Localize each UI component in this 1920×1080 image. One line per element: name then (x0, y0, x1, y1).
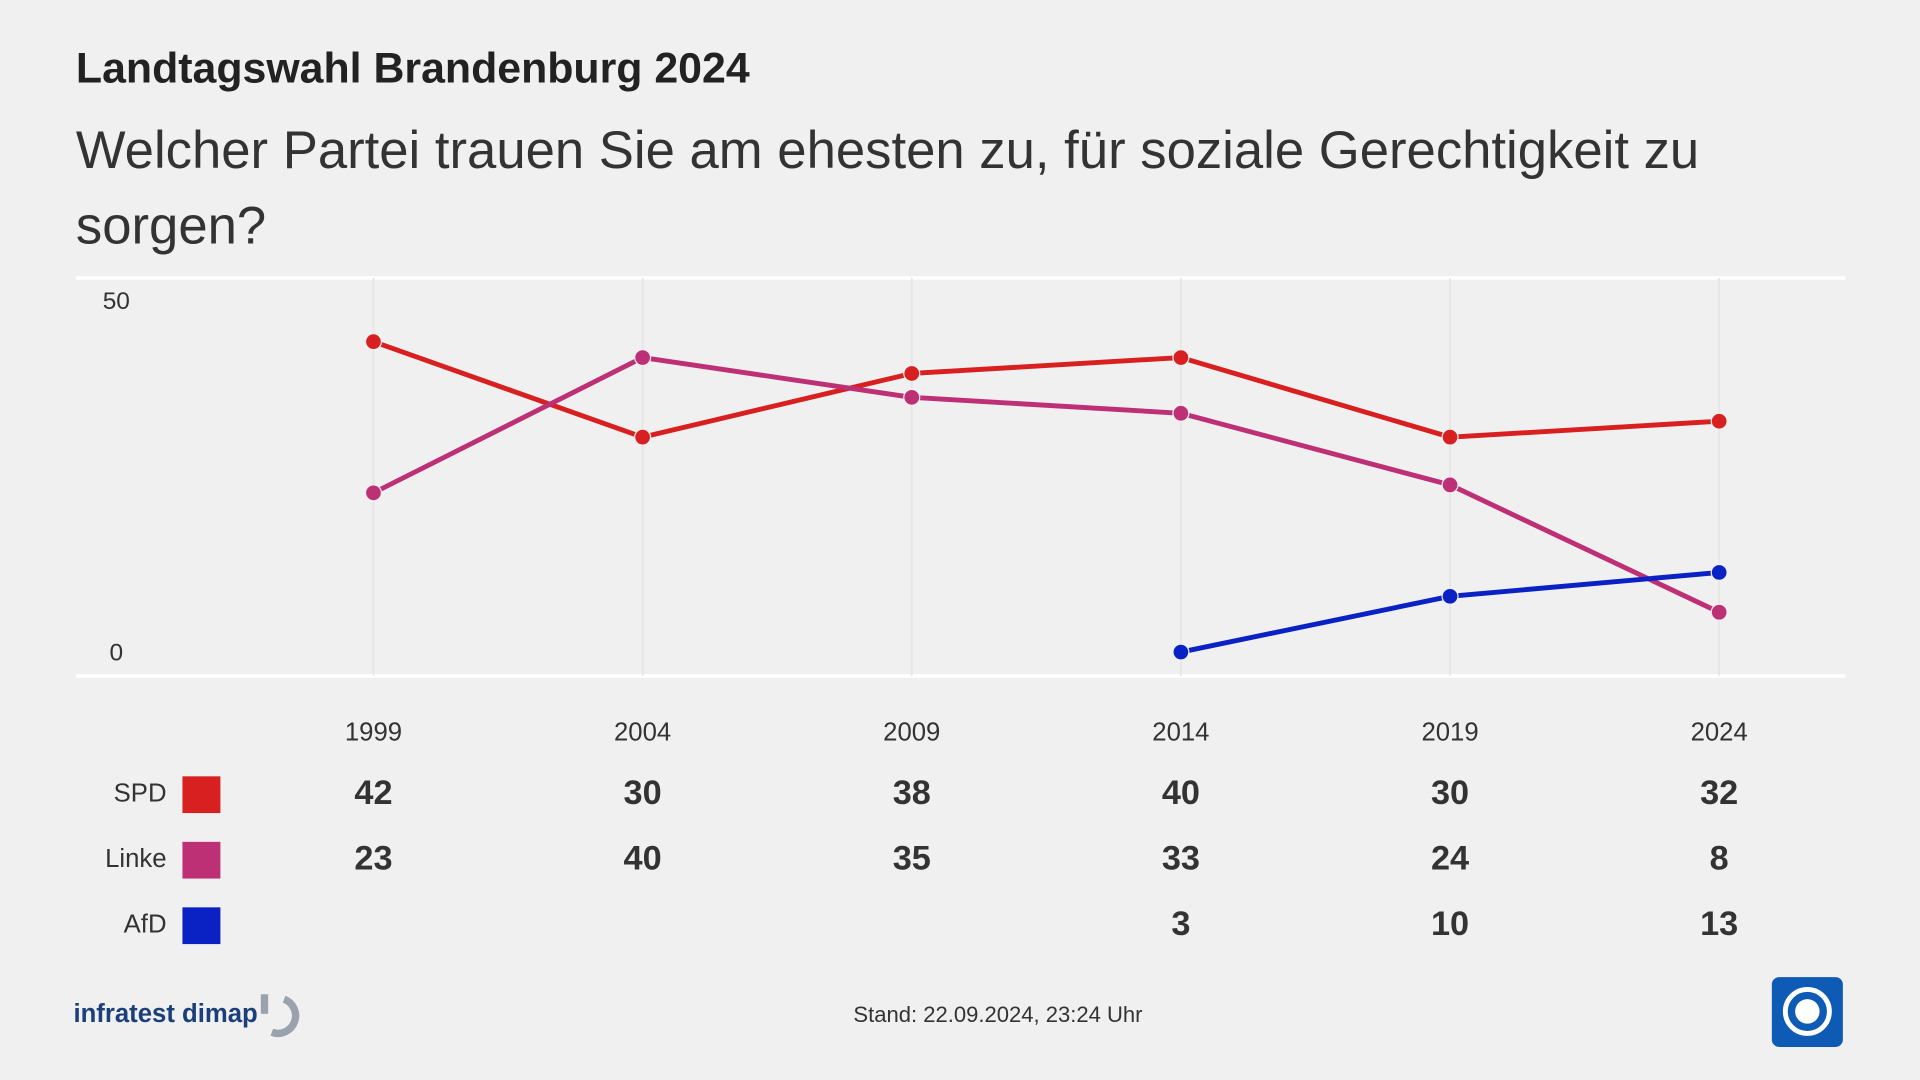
table-value: 30 (1431, 774, 1469, 812)
table-value: 23 (354, 839, 392, 877)
x-tick-label: 2019 (1421, 718, 1478, 746)
chart-title: Landtagswahl Brandenburg 2024 (76, 44, 750, 92)
x-tick-label: 2004 (614, 718, 671, 746)
legend-swatch (182, 907, 221, 945)
x-tick-label: 2024 (1691, 718, 1748, 746)
series-line (372, 355, 1721, 615)
stand-text: Stand: 22.09.2024, 23:24 Uhr (853, 1002, 1142, 1027)
data-point (1710, 412, 1728, 430)
legend-label: SPD (114, 779, 167, 807)
table-value: 42 (354, 774, 392, 812)
x-tick-label: 1999 (345, 718, 402, 746)
data-point (364, 484, 383, 502)
x-tick-label: 2014 (1152, 718, 1209, 746)
source-logo-icon (260, 994, 300, 1037)
broadcaster-logo (1771, 977, 1843, 1047)
table-value: 40 (624, 839, 662, 877)
data-point (1441, 428, 1459, 446)
table-value: 24 (1431, 839, 1469, 877)
chart-subtitle: Welcher Partei trauen Sie am ehesten zu,… (75, 121, 1700, 256)
data-point (1172, 404, 1190, 422)
table-value: 38 (893, 774, 931, 812)
data-point (1172, 348, 1190, 367)
data-point (1710, 603, 1728, 621)
table-value: 3 (1171, 905, 1190, 943)
subtitle-box: Welcher Partei trauen Sie am ehesten zu,… (75, 121, 1700, 256)
legend-swatch (182, 776, 221, 814)
y-tick-label: 0 (110, 639, 124, 666)
table-value: 8 (1710, 839, 1729, 877)
data-point (1710, 563, 1728, 582)
data-point (1441, 587, 1459, 605)
legend-label: Linke (105, 845, 166, 873)
legend-label: AfD (124, 911, 167, 939)
table-value: 35 (893, 839, 931, 877)
data-point (1172, 643, 1190, 661)
legend-swatch (182, 841, 221, 879)
data-point (1441, 476, 1459, 494)
data-point (634, 348, 652, 367)
data-point (634, 428, 652, 446)
y-tick-label: 50 (103, 288, 130, 315)
table-value: 13 (1700, 905, 1738, 943)
x-tick-label: 2009 (883, 718, 940, 746)
table-value: 30 (624, 774, 662, 812)
table-value: 40 (1162, 774, 1200, 812)
source-logo-text: infratest dimap (73, 1000, 257, 1028)
series-line (372, 339, 1720, 440)
table-value: 10 (1431, 905, 1469, 943)
data-point (903, 364, 921, 383)
table-value: 32 (1700, 774, 1738, 812)
data-point (364, 333, 383, 351)
data-point (903, 388, 921, 406)
table-value: 33 (1162, 839, 1200, 877)
